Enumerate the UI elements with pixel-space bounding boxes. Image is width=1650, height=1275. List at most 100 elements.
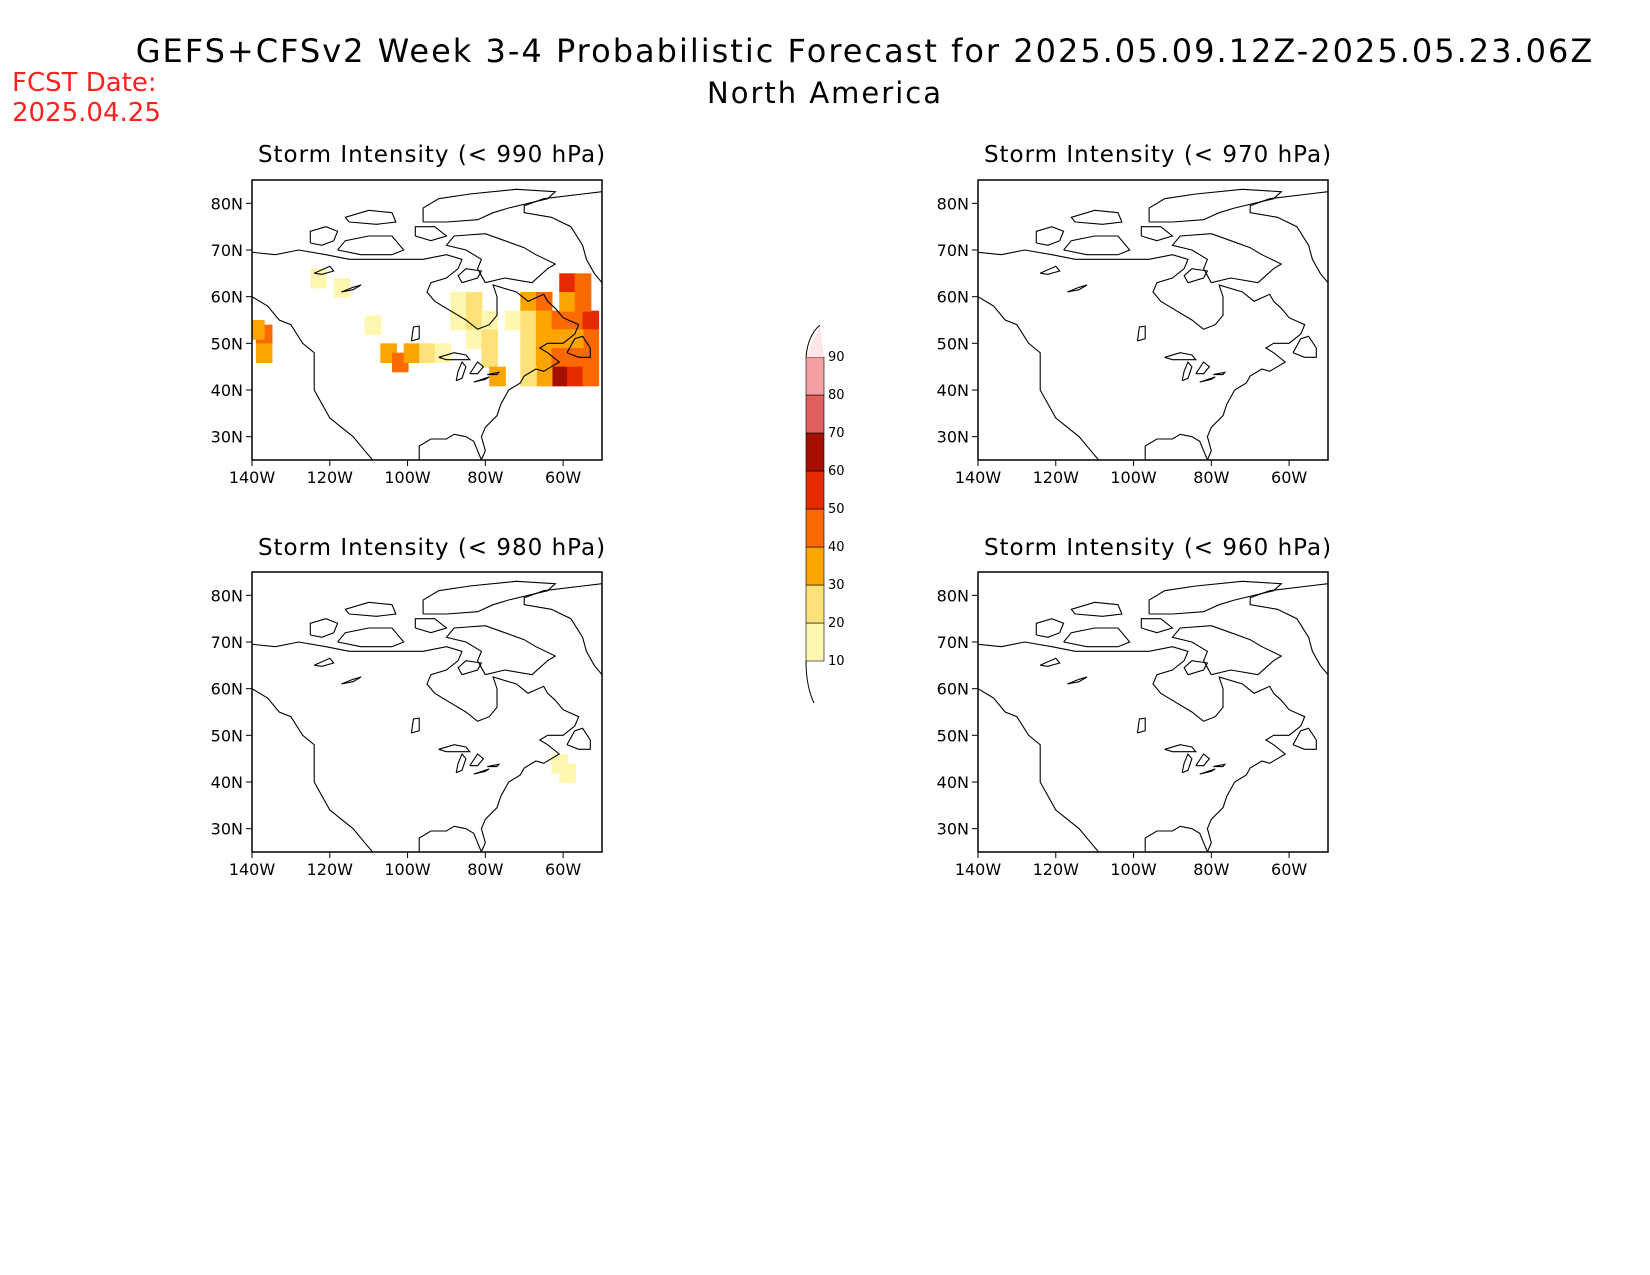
coastline (341, 676, 362, 685)
lat-tick-label: 50N (211, 726, 243, 745)
coastline (337, 235, 405, 256)
coastline (1292, 335, 1317, 358)
lat-tick-label: 80N (211, 586, 243, 605)
coastline (487, 763, 501, 768)
lon-tick-label: 60W (1271, 468, 1307, 487)
coastline (438, 744, 471, 753)
map-frame (251, 571, 603, 853)
lon-tick-label: 80W (1193, 860, 1229, 879)
probability-cell (520, 310, 537, 331)
coastline (1181, 752, 1193, 774)
coastline (473, 376, 490, 383)
coastline (414, 618, 448, 634)
probability-cell (481, 329, 498, 349)
lat-tick-label: 60N (211, 680, 243, 699)
coastline (1035, 618, 1065, 638)
coastline (252, 688, 374, 852)
lon-tick-label: 100W (384, 860, 431, 879)
lon-tick-label: 120W (1033, 468, 1080, 487)
lat-tick-label: 30N (937, 820, 969, 839)
probability-cell (535, 310, 553, 331)
probability-cell (520, 366, 537, 387)
probability-cell (481, 310, 498, 331)
coastline (1067, 676, 1088, 685)
colorbar-segment (805, 432, 825, 472)
coastline (313, 265, 335, 275)
coastline (252, 296, 374, 460)
coastline (309, 226, 339, 246)
probability-cell (255, 343, 273, 363)
coastline (457, 268, 483, 284)
coastline (1183, 268, 1209, 284)
lat-tick-label: 60N (937, 288, 969, 307)
panel-title-990: Storm Intensity (< 990 hPa) (257, 142, 607, 168)
probability-cell (520, 329, 537, 349)
coastline (1164, 352, 1197, 361)
main-title: GEFS+CFSv2 Week 3-4 Probabilistic Foreca… (135, 32, 1595, 70)
coastline (410, 325, 420, 342)
coastline (1140, 226, 1174, 242)
probability-cell (559, 292, 576, 312)
map-frame (977, 179, 1329, 461)
probability-cell (481, 348, 498, 368)
coastline (445, 233, 557, 284)
lon-tick-label: 80W (467, 860, 503, 879)
coastline (438, 352, 471, 361)
fcst-date-value: 2025.04.25 (12, 98, 161, 128)
probability-cell (434, 343, 452, 363)
coastline (1148, 580, 1283, 615)
colorbar-label: 90 (828, 350, 845, 365)
lon-tick-label: 140W (229, 860, 276, 879)
coastline (445, 625, 557, 676)
probability-cell (567, 310, 584, 331)
lon-tick-label: 120W (307, 860, 354, 879)
coastline (422, 188, 557, 223)
probability-cell (551, 348, 568, 368)
probability-cell (582, 310, 600, 331)
coastline (473, 768, 490, 775)
lat-tick-label: 30N (937, 428, 969, 447)
coastline (455, 752, 467, 774)
coastline (1249, 583, 1328, 676)
lon-tick-label: 60W (545, 860, 581, 879)
probability-cell (567, 366, 584, 387)
coastline (469, 361, 485, 375)
probability-cell (551, 310, 568, 331)
probability-cell (582, 366, 600, 387)
colorbar-label: 60 (828, 464, 845, 479)
lat-tick-label: 30N (211, 428, 243, 447)
lat-tick-label: 50N (937, 334, 969, 353)
coastline (566, 335, 591, 358)
colorbar: 10 20 30 40 50 60 70 80 90 (805, 325, 845, 704)
coastline (1183, 660, 1209, 676)
lon-tick-label: 80W (1193, 468, 1229, 487)
probability-cell (520, 292, 537, 312)
coastline (1136, 717, 1146, 734)
coastline (414, 226, 448, 242)
coastline (1199, 376, 1216, 383)
coastline (1199, 768, 1216, 775)
probability-cell (333, 278, 351, 298)
coastline (1039, 265, 1061, 275)
lat-tick-label: 40N (211, 773, 243, 792)
probability-cell (489, 366, 506, 387)
lat-tick-label: 30N (211, 820, 243, 839)
probability-cell (559, 763, 576, 783)
probability-cell (450, 292, 467, 312)
colorbar-segment (805, 622, 825, 662)
colorbar-label: 30 (828, 578, 845, 593)
fcst-date-label: FCST Date: (12, 68, 157, 98)
lat-tick-label: 40N (211, 381, 243, 400)
lon-tick-label: 140W (955, 468, 1002, 487)
map-panel-970: 140W 120W 100W 80W 60W 30N 40N 50N 60N 70N 80N (937, 179, 1329, 487)
colorbar-label: 70 (828, 426, 845, 441)
lat-tick-label: 70N (937, 241, 969, 260)
panel-title-970: Storm Intensity (< 970 hPa) (983, 142, 1333, 168)
lon-tick-label: 100W (384, 468, 431, 487)
probability-cell (551, 329, 568, 349)
panel-title-960: Storm Intensity (< 960 hPa) (983, 535, 1333, 561)
lat-tick-label: 80N (937, 194, 969, 213)
coastline (252, 249, 580, 460)
lat-tick-label: 60N (211, 288, 243, 307)
probability-cell (403, 343, 421, 363)
